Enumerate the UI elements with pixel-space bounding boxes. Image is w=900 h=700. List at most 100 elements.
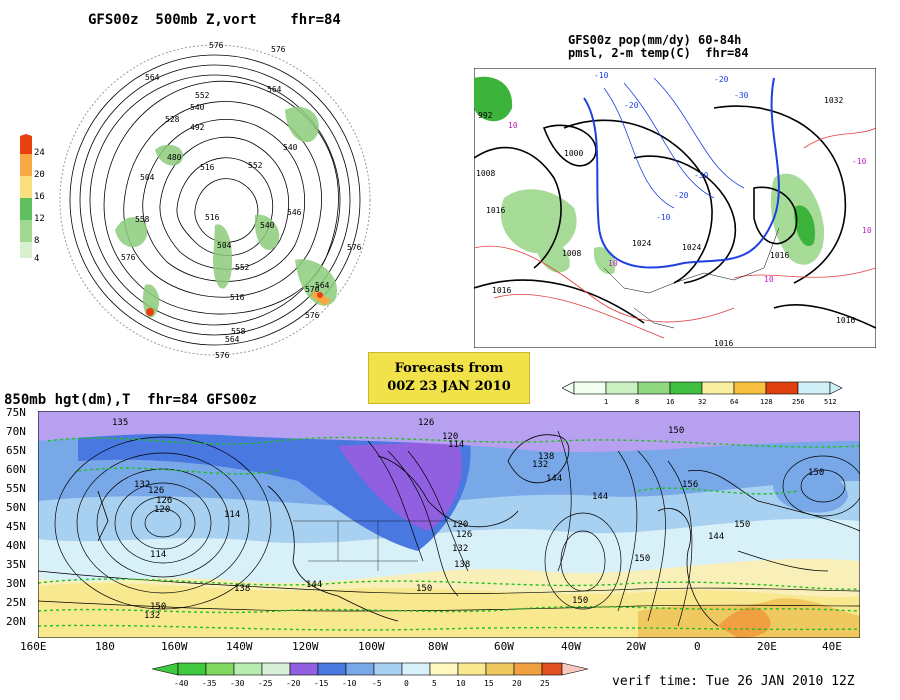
contour-label: 540 bbox=[190, 103, 205, 112]
height-label: 144 bbox=[546, 474, 562, 484]
lat-label: 50N bbox=[6, 501, 26, 514]
lat-label: 35N bbox=[6, 558, 26, 571]
temperature-colorbar: -40 -35 -30 -25 -20 -15 -10 -5 0 5 10 15… bbox=[152, 662, 589, 688]
height-label: 150 bbox=[416, 584, 432, 594]
pop-colorbar-label: 32 bbox=[698, 398, 706, 406]
pressure-label: 1016 bbox=[492, 286, 511, 295]
temp-colorbar-label: 10 bbox=[456, 679, 466, 688]
pressure-label: 1008 bbox=[476, 169, 495, 178]
contour-label: 528 bbox=[165, 115, 180, 124]
vorticity-legend-bar bbox=[20, 134, 32, 258]
height-label: 132 bbox=[532, 460, 548, 470]
height-label: 126 bbox=[418, 418, 434, 428]
height-label: 138 bbox=[538, 452, 554, 462]
height-label: 150 bbox=[734, 520, 750, 530]
contour-label: 504 bbox=[217, 241, 232, 250]
contour-label: 480 bbox=[167, 153, 182, 162]
lon-label: 20W bbox=[626, 640, 646, 653]
latitude-axis: 75N 70N 65N 60N 55N 50N 45N 40N 35N 30N … bbox=[2, 406, 38, 636]
lat-label: 70N bbox=[6, 425, 26, 438]
temp-colorbar-label: 15 bbox=[484, 679, 494, 688]
contour-label: 504 bbox=[140, 173, 155, 182]
height-label: 150 bbox=[634, 554, 650, 564]
lat-label: 75N bbox=[6, 406, 26, 419]
lat-label: 20N bbox=[6, 615, 26, 628]
height-label: 132 bbox=[134, 480, 150, 490]
temp-colorbar-label: -30 bbox=[230, 679, 245, 688]
contour-label: 546 bbox=[287, 208, 302, 217]
height-label: 150 bbox=[668, 426, 684, 436]
forecast-box-line1: Forecasts from bbox=[394, 361, 504, 376]
temp-label: -20 bbox=[624, 101, 639, 110]
contour-label: 492 bbox=[190, 123, 205, 132]
contour-label: 558 bbox=[135, 215, 150, 224]
pressure-label: 1008 bbox=[562, 249, 581, 258]
height-label: 144 bbox=[708, 532, 724, 542]
height-label: 150 bbox=[572, 596, 588, 606]
pressure-label: 1016 bbox=[486, 206, 505, 215]
contour-label: 516 bbox=[205, 213, 220, 222]
height-label: 120 bbox=[154, 505, 170, 515]
temp-label: 10 bbox=[508, 121, 518, 130]
temp-label: 10 bbox=[862, 226, 872, 235]
contour-label: 564 bbox=[267, 85, 282, 94]
contour-label: 564 bbox=[225, 335, 240, 344]
height-label: 135 bbox=[112, 418, 128, 428]
pressure-label: 992 bbox=[478, 111, 493, 120]
pop-colorbar-label: 256 bbox=[792, 398, 805, 406]
temp-colorbar-label: -40 bbox=[174, 679, 189, 688]
height-label: 138 bbox=[454, 560, 470, 570]
height-label: 126 bbox=[456, 530, 472, 540]
temp-label: -10 bbox=[852, 157, 867, 166]
height-label: 120 bbox=[452, 520, 468, 530]
temp-label: -10 bbox=[656, 213, 671, 222]
lon-label: 20E bbox=[757, 640, 777, 653]
lon-label: 160E bbox=[20, 640, 47, 653]
pop-colorbar-label: 512 bbox=[824, 398, 837, 406]
pressure-label: 1024 bbox=[632, 239, 651, 248]
height-label: 114 bbox=[448, 440, 464, 450]
verif-time: verif time: Tue 26 JAN 2010 12Z bbox=[612, 674, 855, 689]
height-label: 120 bbox=[442, 432, 458, 442]
polar-panel-title: GFS00z 500mb Z,vort fhr=84 bbox=[88, 12, 341, 28]
contour-label: 516 bbox=[200, 163, 215, 172]
temp-colorbar-label: -10 bbox=[342, 679, 357, 688]
pop-colorbar-label: 16 bbox=[666, 398, 674, 406]
contour-label: 552 bbox=[248, 161, 263, 170]
pressure-label: 1016 bbox=[836, 316, 855, 325]
forecast-init-box: Forecasts from 00Z 23 JAN 2010 bbox=[368, 352, 530, 404]
contour-label: 576 bbox=[121, 253, 136, 262]
contour-label: 570 bbox=[305, 285, 320, 294]
vort-legend-label: 16 bbox=[34, 192, 45, 202]
lat-label: 30N bbox=[6, 577, 26, 590]
vort-legend-label: 12 bbox=[34, 214, 45, 224]
temp-label: 10 bbox=[764, 275, 774, 284]
contour-label: 564 bbox=[315, 281, 330, 290]
lon-label: 180 bbox=[95, 640, 115, 653]
lon-label: 0 bbox=[694, 640, 701, 653]
polar-500mb-map: 576 564 552 540 528 516 504 492 480 552 … bbox=[59, 41, 371, 360]
pressure-label: 1016 bbox=[714, 339, 733, 348]
pressure-label: 1024 bbox=[682, 243, 701, 252]
pmsl-title-line1: GFS00z pop(mm/dy) 60-84h bbox=[568, 33, 742, 47]
lon-label: 60W bbox=[494, 640, 514, 653]
height-label: 144 bbox=[592, 492, 608, 502]
pop-colorbar: 1 8 16 32 64 128 256 512 bbox=[562, 381, 843, 406]
pressure-label: 1000 bbox=[564, 149, 583, 158]
pmsl-title-line2: pmsl, 2-m temp(C) fhr=84 bbox=[568, 46, 749, 60]
temp-colorbar-label: -35 bbox=[202, 679, 217, 688]
contour-label: 552 bbox=[235, 263, 250, 272]
height-label: 144 bbox=[306, 580, 322, 590]
pressure-label: 1032 bbox=[824, 96, 843, 105]
height-label: 126 bbox=[156, 496, 172, 506]
lon-label: 40E bbox=[822, 640, 842, 653]
forecast-box-line2: 00Z 23 JAN 2010 bbox=[387, 379, 511, 394]
temp-colorbar-label: -25 bbox=[258, 679, 273, 688]
vort-legend-label: 8 bbox=[34, 236, 40, 246]
lat-label: 60N bbox=[6, 463, 26, 476]
pressure-label: 1016 bbox=[770, 251, 789, 260]
vorticity-legend: 24 20 16 12 8 4 bbox=[18, 134, 54, 264]
longitude-axis: 160E 180 160W 140W 120W 100W 80W 60W 40W… bbox=[14, 640, 874, 654]
lat-label: 45N bbox=[6, 520, 26, 533]
temp-label: -10 bbox=[594, 71, 609, 80]
